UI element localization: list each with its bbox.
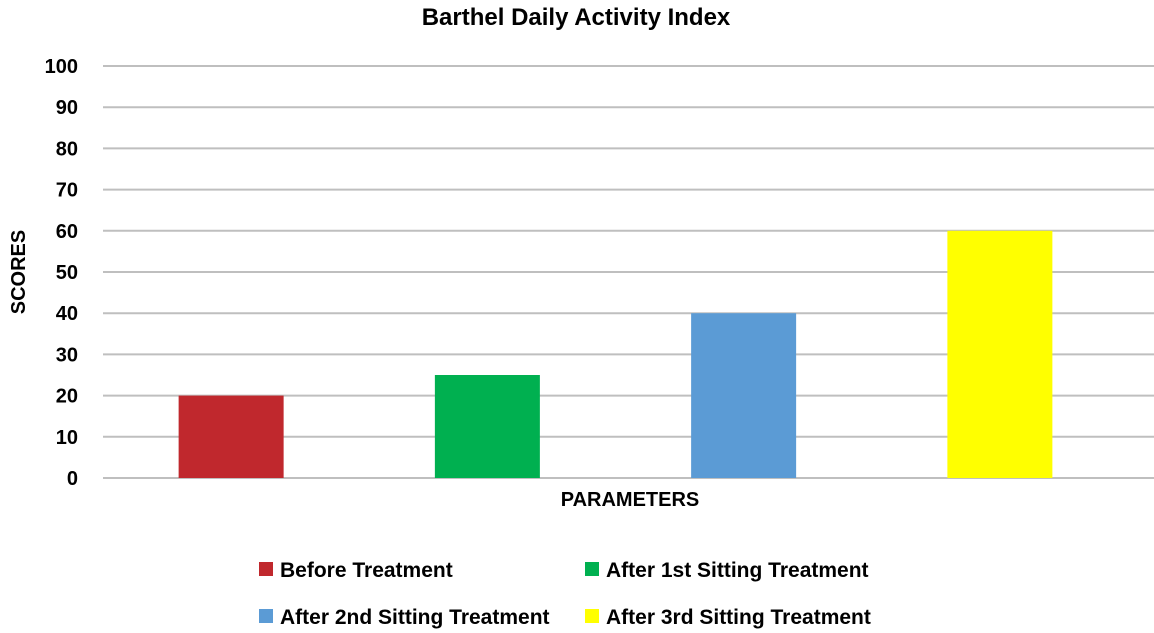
legend-label: Before Treatment: [280, 559, 453, 582]
y-tick-label: 0: [67, 468, 78, 490]
y-tick-label: 90: [56, 97, 78, 119]
y-tick-label: 20: [56, 386, 78, 408]
y-tick-label: 60: [56, 221, 78, 243]
bar: [691, 313, 797, 478]
legend-swatch: [585, 609, 599, 623]
x-axis-label: PARAMETERS: [561, 489, 700, 511]
y-tick-label: 30: [56, 344, 78, 366]
y-tick-label: 80: [56, 138, 78, 160]
bar: [434, 375, 540, 478]
legend-swatch: [585, 562, 599, 576]
y-tick-label: 40: [56, 303, 78, 325]
bar: [178, 395, 284, 478]
legend-swatch: [259, 562, 273, 576]
y-tick-labels: 0 10 20 30 40 50 60 70 80 90 100: [45, 56, 78, 490]
legend-label: After 2nd Sitting Treatment: [280, 606, 550, 629]
chart-title: Barthel Daily Activity Index: [422, 4, 731, 31]
legend-label: After 3rd Sitting Treatment: [606, 606, 871, 629]
y-tick-label: 50: [56, 262, 78, 284]
y-tick-label: 100: [45, 56, 78, 78]
bars: [178, 230, 1053, 478]
bar: [947, 230, 1053, 478]
y-tick-label: 70: [56, 180, 78, 202]
y-axis-label: SCORES: [8, 230, 30, 314]
legend-swatch: [259, 609, 273, 623]
legend: Before Treatment After 1st Sitting Treatm…: [259, 559, 871, 629]
legend-label: After 1st Sitting Treatment: [606, 559, 869, 582]
y-tick-label: 10: [56, 427, 78, 449]
